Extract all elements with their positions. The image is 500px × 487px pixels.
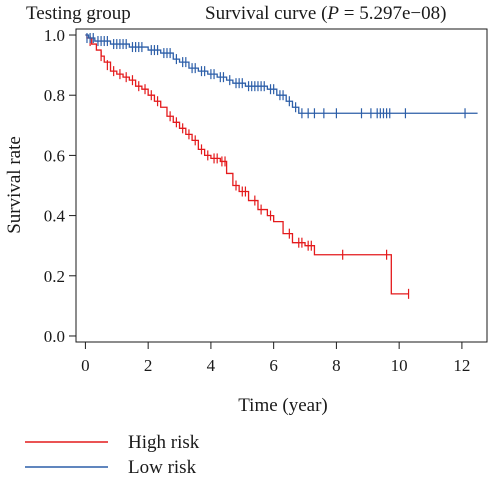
x-tick-label: 10 — [391, 356, 408, 375]
x-tick-label: 4 — [207, 356, 216, 375]
plot-series — [85, 33, 478, 299]
title-prefix: Survival curve ( — [205, 3, 327, 24]
y-tick-label: 0.2 — [44, 267, 65, 286]
legend-label-low-risk: Low risk — [128, 457, 197, 478]
y-axis-label: Survival rate — [4, 136, 25, 234]
chart-title-left: Testing group — [26, 3, 131, 24]
x-tick-label: 6 — [269, 356, 278, 375]
y-tick-label: 0.8 — [44, 86, 65, 105]
axes: 0 2 4 6 8 10 12 0.0 0.2 0.4 0.6 0.8 1.0 — [44, 26, 488, 375]
y-tick-label: 1.0 — [44, 26, 65, 45]
x-axis-label: Time (year) — [238, 395, 328, 416]
x-tick-label: 0 — [81, 356, 90, 375]
y-tick-label: 0.0 — [44, 327, 65, 346]
x-tick-label: 12 — [453, 356, 470, 375]
y-tick-label: 0.6 — [44, 146, 65, 165]
y-tick-label: 0.4 — [44, 207, 66, 226]
survival-line-high-risk — [85, 34, 409, 295]
plot-frame — [75, 28, 488, 343]
survival-line-low-risk — [85, 34, 478, 114]
legend: High risk Low risk — [25, 432, 200, 478]
x-tick-label: 8 — [332, 356, 341, 375]
legend-label-high-risk: High risk — [128, 432, 200, 453]
x-tick-label: 2 — [144, 356, 153, 375]
title-suffix: = 5.297e−08) — [339, 3, 446, 24]
chart-title-right: Survival curve (P = 5.297e−08) — [205, 3, 446, 24]
title-p-symbol: P — [326, 3, 339, 24]
